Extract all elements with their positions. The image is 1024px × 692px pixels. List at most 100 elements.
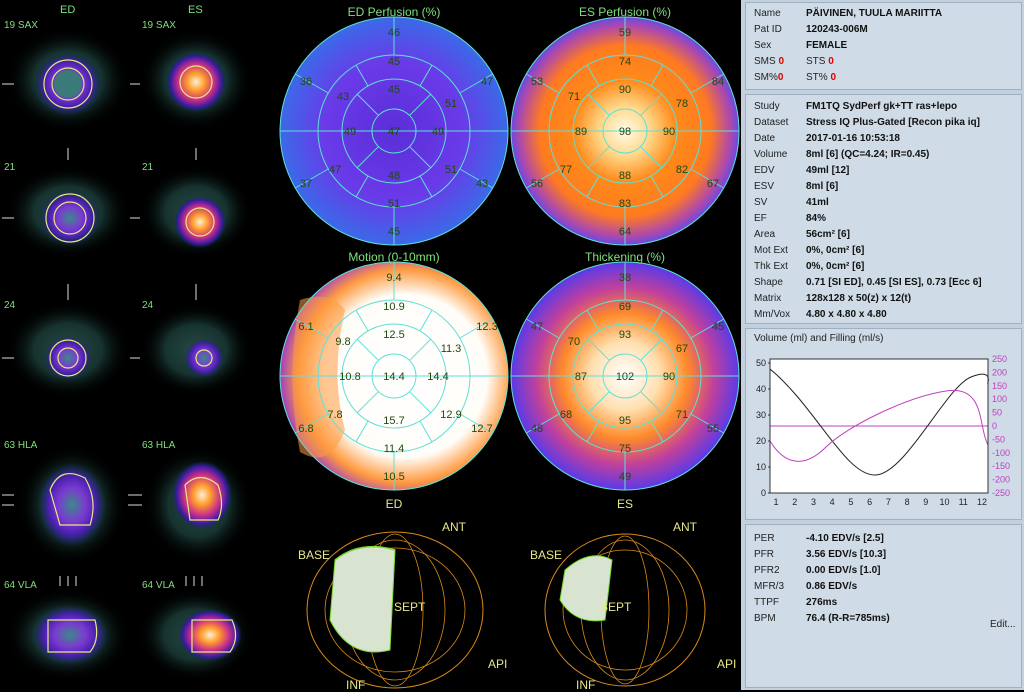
study-row: Area 56cm² [6]: [754, 229, 850, 240]
ed-perfusion-title: ED Perfusion (%): [347, 5, 441, 19]
graph-x-tick: 3: [811, 497, 816, 507]
es-3d-inf-label: INF: [576, 678, 596, 692]
study-row-value: FM1TQ SydPerf gk+TT ras+lepo: [806, 101, 958, 112]
map-value: 102: [616, 371, 634, 383]
sms-label: SMS: [754, 56, 776, 67]
graph-frame: [769, 358, 989, 494]
volume-graph-box: Volume (ml) and Filling (ml/s) 50 40 30 20 1…: [745, 328, 1022, 520]
graph-x-tick: 2: [792, 497, 797, 507]
graph-left-tick: 10: [756, 462, 766, 472]
map-value: 12.7: [471, 423, 492, 435]
es-column-header: ES: [188, 4, 203, 16]
map-value: 47: [531, 321, 543, 333]
map-value: 10.5: [383, 471, 404, 483]
slice-label-es-5: 64 VLA: [142, 580, 175, 591]
slice-label-es-3: 24: [142, 300, 154, 311]
map-value: 47: [329, 164, 341, 176]
slice-label-ed-2: 21: [4, 162, 16, 173]
map-value: 48: [531, 423, 543, 435]
study-row: ESV 8ml [6]: [754, 181, 838, 192]
filling-row-label: PFR: [754, 549, 774, 560]
map-value: 70: [568, 336, 580, 348]
map-value: 45: [388, 84, 400, 96]
filling-row-value: -4.10 EDV/s [2.5]: [806, 533, 884, 544]
study-row-value: 0%, 0cm² [6]: [806, 261, 865, 272]
filling-row: PFR2 0.00 EDV/s [1.0]: [754, 565, 880, 576]
thickening-phase-label: ES: [616, 497, 633, 511]
study-row-value: 84%: [806, 213, 827, 224]
study-row: Thk Ext 0%, 0cm² [6]: [754, 261, 864, 272]
ed-3d-mesh[interactable]: [306, 531, 484, 689]
map-value: 74: [619, 56, 631, 68]
graph-left-tick: 0: [761, 488, 766, 498]
filling-row-label: BPM: [754, 613, 776, 624]
graph-x-tick: 8: [905, 497, 910, 507]
study-row-label: ESV: [754, 181, 775, 192]
polar-map-values: 46 45 47 51 43 37 43 36 45 51 47 49 47 49 48 51 45 59 74 84…: [298, 27, 724, 483]
filling-row-value: 0.86 EDV/s: [806, 581, 858, 592]
motion-title: Motion (0-10mm): [348, 250, 440, 264]
es-3d-mesh[interactable]: [544, 533, 706, 687]
map-value: 67: [707, 178, 719, 190]
graph-x-tick: 1: [773, 497, 778, 507]
filling-curve: [769, 390, 989, 462]
patient-id-label: Pat ID: [754, 24, 782, 35]
ed-3d-api-label: API: [488, 657, 508, 671]
map-value: 9.4: [386, 272, 401, 284]
es-3d-base-label: BASE: [530, 548, 563, 562]
graph-x-tick: 9: [923, 497, 928, 507]
map-value: 38: [619, 272, 631, 284]
graph-right-tick: -200: [992, 475, 1010, 485]
study-row-label: Volume: [754, 149, 788, 160]
map-value: 55: [707, 423, 719, 435]
ed-3d-sept-label: SEPT: [394, 600, 426, 614]
study-row-value: 0.71 [SI ED], 0.45 [SI ES], 0.73 [Ecc 6]: [806, 277, 982, 288]
study-row-value: 128x128 x 50(z) x 12(t): [806, 293, 912, 304]
volume-graph-title: Volume (ml) and Filling (ml/s): [754, 333, 884, 344]
map-value: 75: [619, 443, 631, 455]
filling-box: Edit... PER -4.10 EDV/s [2.5] PFR 3.56 EDV/…: [745, 524, 1022, 688]
map-value: 49: [344, 126, 356, 138]
map-value: 98: [619, 126, 631, 138]
study-row: Mm/Vox 4.80 x 4.80 x 4.80: [754, 309, 887, 320]
map-value: 7.8: [327, 409, 342, 421]
study-row-value: 49ml [12]: [806, 165, 850, 176]
slice-label-ed-4: 63 HLA: [4, 440, 38, 451]
map-value: 59: [619, 27, 631, 39]
study-row-label: EF: [754, 213, 767, 224]
study-row-label: Study: [754, 101, 780, 112]
study-row-value: 0%, 0cm² [6]: [806, 245, 865, 256]
sts-pct-value: 0: [830, 72, 837, 83]
filling-row: BPM 76.4 (R-R=785ms): [754, 613, 890, 624]
map-value: 51: [388, 198, 400, 210]
ed-slice-images: [6, 28, 130, 681]
filling-row-label: TTPF: [754, 597, 779, 608]
info-panel: Name PÄIVINEN, TUULA MARIITTA Pat ID 12024…: [741, 0, 1024, 690]
graph-right-tick: -150: [992, 461, 1010, 471]
sms-pct-label: SM%: [754, 72, 778, 83]
map-value: 6.1: [298, 321, 313, 333]
study-row-label: Area: [754, 229, 776, 240]
slice-label-es-1: 19 SAX: [142, 20, 176, 31]
map-value: 12.3: [476, 321, 497, 333]
map-value: 45: [388, 226, 400, 238]
map-value: 15.7: [383, 415, 404, 427]
es-3d-ant-label: ANT: [673, 520, 697, 534]
patient-name: PÄIVINEN, TUULA MARIITTA: [806, 8, 943, 19]
map-value: 53: [531, 76, 543, 88]
map-value: 67: [676, 343, 688, 355]
study-row-label: Dataset: [754, 117, 789, 128]
map-value: 87: [575, 371, 587, 383]
study-row-value: 8ml [6] (QC=4.24; IR=0.45): [806, 149, 930, 160]
graph-left-tick: 30: [756, 410, 766, 420]
map-value: 90: [619, 84, 631, 96]
es-perfusion-title: ES Perfusion (%): [578, 5, 672, 19]
edit-button[interactable]: Edit...: [990, 619, 1016, 630]
graph-right-tick: 100: [992, 394, 1007, 404]
patient-id: 120243-006M: [806, 24, 868, 35]
study-row-label: SV: [754, 197, 768, 208]
map-value: 12.5: [383, 329, 404, 341]
map-value: 64: [619, 226, 631, 238]
study-row: Date 2017-01-16 10:53:18: [754, 133, 900, 144]
study-row: Study FM1TQ SydPerf gk+TT ras+lepo: [754, 101, 957, 112]
